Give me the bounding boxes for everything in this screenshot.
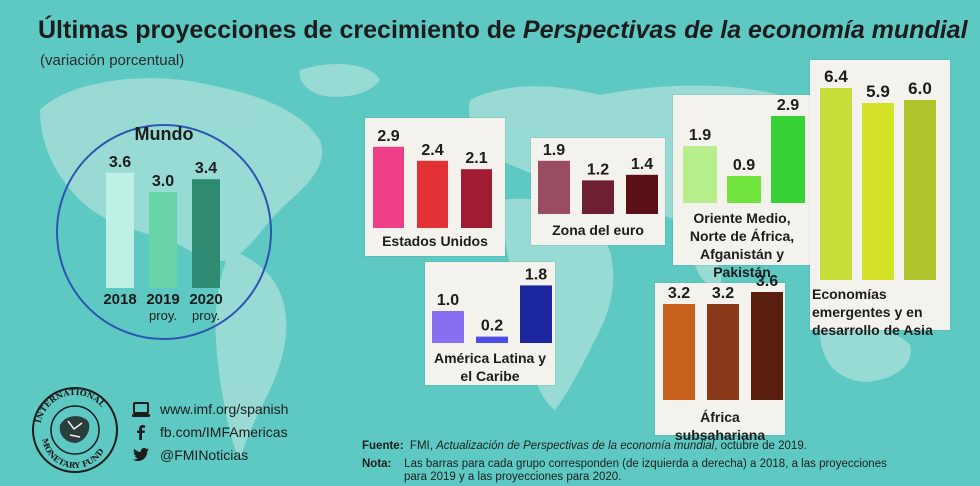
- value-label-asia-2: 6.0: [908, 79, 932, 98]
- value-label-america-latina-1: 0.2: [481, 318, 503, 335]
- bar-africa-subsahariana-0: [663, 304, 695, 400]
- bar-zona-euro-0: [538, 160, 570, 214]
- bar-estados-unidos-0: [373, 146, 404, 228]
- value-label-asia-0: 6.4: [824, 67, 848, 86]
- website-link[interactable]: www.imf.org/spanish: [160, 401, 289, 417]
- value-label-mundo-0: 3.6: [109, 154, 131, 171]
- label-zona-euro: Zona del euro: [552, 222, 644, 238]
- value-label-mundo-1: 3.0: [152, 173, 174, 190]
- imf-logo: INTERNATIONAL MONETARY FUND: [32, 387, 118, 473]
- value-label-africa-subsahariana-2: 3.6: [756, 273, 778, 290]
- bar-america-latina-1: [476, 336, 508, 343]
- value-label-oriente-medio-2: 2.9: [777, 97, 799, 114]
- bar-zona-euro-2: [626, 174, 658, 214]
- bar-estados-unidos-2: [461, 169, 492, 228]
- page-title: Últimas proyecciones de crecimiento de P…: [38, 16, 968, 44]
- page-subtitle: (variación porcentual): [40, 52, 185, 69]
- bar-mundo-2: [192, 179, 220, 288]
- bar-asia-1: [862, 103, 894, 280]
- footnote-line-2: para 2019 y a las proyecciones para 2020…: [404, 471, 622, 483]
- computer-icon: [132, 402, 150, 417]
- value-label-africa-subsahariana-0: 3.2: [668, 285, 690, 302]
- bar-oriente-medio-0: [683, 146, 717, 203]
- mundo-title: Mundo: [134, 124, 194, 144]
- bar-oriente-medio-2: [771, 116, 805, 203]
- bar-america-latina-0: [432, 311, 464, 343]
- twitter-link[interactable]: @FMINoticias: [160, 447, 249, 463]
- bar-oriente-medio-1: [727, 176, 761, 203]
- label-oriente-medio: Oriente Medio, Norte de África, Afganist…: [689, 210, 795, 280]
- category-sublabel-1: proy.: [149, 308, 177, 323]
- facebook-link[interactable]: fb.com/IMFAmericas: [160, 424, 288, 440]
- bar-america-latina-2: [520, 285, 552, 343]
- value-label-oriente-medio-1: 0.9: [733, 157, 755, 174]
- label-america-latina: América Latina y el Caribe: [433, 350, 547, 384]
- label-asia: Economías emergentes y en desarrollo de …: [812, 286, 933, 338]
- bar-zona-euro-1: [582, 180, 614, 214]
- bar-asia-0: [820, 88, 852, 280]
- value-label-america-latina-2: 1.8: [525, 266, 547, 283]
- bar-estados-unidos-1: [417, 160, 448, 228]
- value-label-zona-euro-2: 1.4: [631, 156, 653, 173]
- value-label-mundo-2: 3.4: [195, 160, 217, 177]
- value-label-america-latina-0: 1.0: [437, 292, 459, 309]
- category-label-1: 2019: [146, 291, 179, 308]
- value-label-estados-unidos-2: 2.1: [465, 150, 487, 167]
- value-label-zona-euro-1: 1.2: [587, 161, 609, 178]
- bar-mundo-0: [106, 172, 134, 288]
- bar-mundo-1: [149, 192, 177, 288]
- category-sublabel-2: proy.: [192, 308, 220, 323]
- footnote: Nota: Las barras para cada grupo corresp…: [362, 458, 887, 470]
- mundo-circle: [56, 124, 272, 340]
- bar-africa-subsahariana-1: [707, 304, 739, 400]
- value-label-estados-unidos-1: 2.4: [421, 142, 443, 159]
- source-note: Fuente: FMI, Actualización de Perspectiv…: [362, 440, 807, 452]
- twitter-icon: [132, 448, 149, 461]
- label-africa-subsahariana: África subsahariana: [674, 409, 766, 443]
- category-label-2: 2020: [189, 291, 222, 308]
- facebook-icon: [137, 425, 145, 440]
- value-label-oriente-medio-0: 1.9: [689, 127, 711, 144]
- value-label-zona-euro-0: 1.9: [543, 142, 565, 159]
- bar-africa-subsahariana-2: [751, 292, 783, 400]
- label-estados-unidos: Estados Unidos: [382, 233, 488, 249]
- bar-asia-2: [904, 100, 936, 280]
- category-label-0: 2018: [103, 291, 136, 308]
- value-label-africa-subsahariana-1: 3.2: [712, 285, 734, 302]
- value-label-estados-unidos-0: 2.9: [377, 128, 399, 145]
- value-label-asia-1: 5.9: [866, 82, 890, 101]
